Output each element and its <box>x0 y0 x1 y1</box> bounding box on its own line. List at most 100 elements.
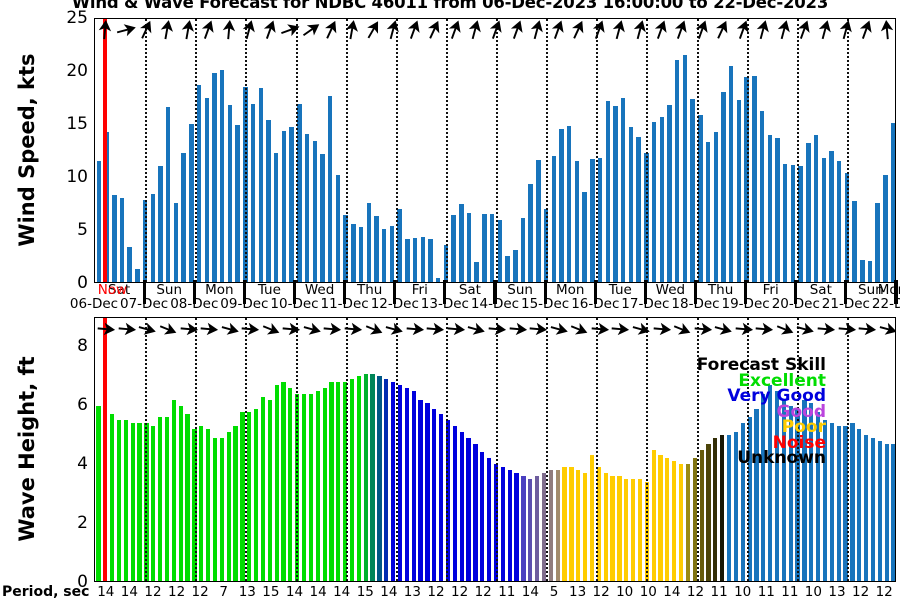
period-value: 14 <box>120 584 138 600</box>
wind-bar <box>220 69 225 282</box>
wind-bar <box>196 85 202 282</box>
day-date-label: 16-Dec <box>571 296 620 312</box>
wind-direction-arrow <box>444 19 466 41</box>
wave-arrow-strip <box>95 318 895 340</box>
wind-bar <box>250 104 256 282</box>
wind-bar <box>551 155 557 282</box>
day-boundary-tick <box>643 280 647 304</box>
wind-plot-area[interactable] <box>94 18 896 283</box>
period-value: 13 <box>569 584 587 600</box>
wave-bar <box>356 376 362 581</box>
wind-direction-arrow <box>588 19 610 41</box>
day-boundary-tick <box>292 280 297 304</box>
wave-bar <box>678 464 684 581</box>
wind-bar <box>536 159 541 282</box>
period-value: 15 <box>262 584 280 600</box>
period-value: 11 <box>710 584 728 600</box>
wind-bar <box>389 226 395 282</box>
wind-bar <box>189 124 194 282</box>
wind-bar <box>204 97 210 282</box>
day-name-label: Thu <box>707 282 734 298</box>
wind-direction-arrow <box>300 19 322 41</box>
day-date-label: 15-Dec <box>521 296 570 312</box>
wind-bar <box>304 133 310 282</box>
day-boundary-tick <box>393 280 397 304</box>
wind-y-tick-label: 10 <box>66 167 88 187</box>
wave-bar <box>692 458 697 581</box>
wind-direction-arrow <box>259 19 281 41</box>
wave-plot-area[interactable] <box>94 317 896 582</box>
period-row-label: Period, sec <box>2 584 90 600</box>
wind-bar <box>173 203 179 282</box>
wave-bar <box>603 472 608 581</box>
wind-speed-panel: Wind Speed, kts 0 5 10 15 20 25 <box>0 8 900 293</box>
day-date-label: 07-Dec <box>120 296 169 312</box>
wave-bar <box>315 391 320 581</box>
wind-bar <box>597 157 603 282</box>
wave-height-panel: Wave Height, ft 0 2 4 6 8 Forecast Skill Exc… <box>0 317 900 592</box>
day-separator <box>846 318 849 581</box>
wind-direction-arrow <box>341 19 363 41</box>
wave-direction-arrow <box>732 318 754 340</box>
wave-bar <box>672 461 677 581</box>
wave-bar <box>274 385 279 581</box>
wind-direction-arrow <box>547 19 569 41</box>
period-row: Period, sec 14 14 12 12 12 7 13 15 14 14 14 15 14 13 1… <box>0 582 900 600</box>
wind-bar <box>698 114 703 282</box>
wind-direction-arrow <box>732 19 754 41</box>
wave-bar <box>768 385 773 581</box>
wave-bar <box>617 475 622 581</box>
wind-bar <box>736 100 742 282</box>
wave-bar <box>219 437 224 581</box>
wave-direction-arrow <box>670 318 692 340</box>
day-boundary-tick <box>593 280 597 304</box>
wave-bar <box>781 399 787 581</box>
period-value: 12 <box>852 584 870 600</box>
wind-bar <box>813 134 819 282</box>
wind-bar <box>435 277 441 282</box>
wind-bar <box>852 201 857 282</box>
wind-bar <box>636 136 641 282</box>
wind-direction-arrow <box>177 19 199 41</box>
wave-direction-arrow <box>629 318 651 340</box>
day-boundary-tick <box>242 280 246 304</box>
wave-direction-arrow <box>156 318 178 340</box>
wind-bar <box>875 203 880 282</box>
wind-y-tick-label: 15 <box>66 114 88 134</box>
period-value: 12 <box>427 584 445 600</box>
wave-bar <box>788 405 793 581</box>
period-value: 11 <box>498 584 516 600</box>
wave-direction-arrow <box>423 318 445 340</box>
wind-bar <box>327 95 333 282</box>
legend-title: Forecast Skill <box>696 355 826 375</box>
day-name-label: Wed <box>304 282 335 298</box>
period-value: 10 <box>734 584 752 600</box>
wave-direction-arrow <box>876 318 895 340</box>
wind-bar <box>621 97 626 282</box>
day-boundary-tick <box>192 280 196 304</box>
wave-bar <box>151 426 156 581</box>
wave-bar <box>110 414 115 581</box>
wave-direction-arrow <box>526 318 548 340</box>
day-separator <box>195 318 198 581</box>
wind-bar <box>374 215 379 282</box>
wind-bar <box>466 212 472 282</box>
day-separator <box>646 318 649 581</box>
wave-bar <box>829 423 834 581</box>
wind-bar <box>567 126 572 282</box>
wave-bar <box>535 475 540 581</box>
wind-bar <box>443 245 449 282</box>
wind-direction-arrow <box>464 19 486 41</box>
wave-bar <box>397 385 403 581</box>
wind-direction-arrow <box>382 19 404 41</box>
wave-bar <box>171 399 176 581</box>
period-value: 14 <box>309 584 327 600</box>
wind-bar <box>505 255 510 282</box>
wave-direction-arrow <box>444 318 466 340</box>
wave-direction-arrow <box>608 318 630 340</box>
day-name-label: Sun <box>507 282 533 298</box>
wave-bar <box>459 431 464 581</box>
wind-bar <box>644 152 649 282</box>
wave-bar <box>212 437 218 581</box>
wave-bar <box>404 388 409 581</box>
